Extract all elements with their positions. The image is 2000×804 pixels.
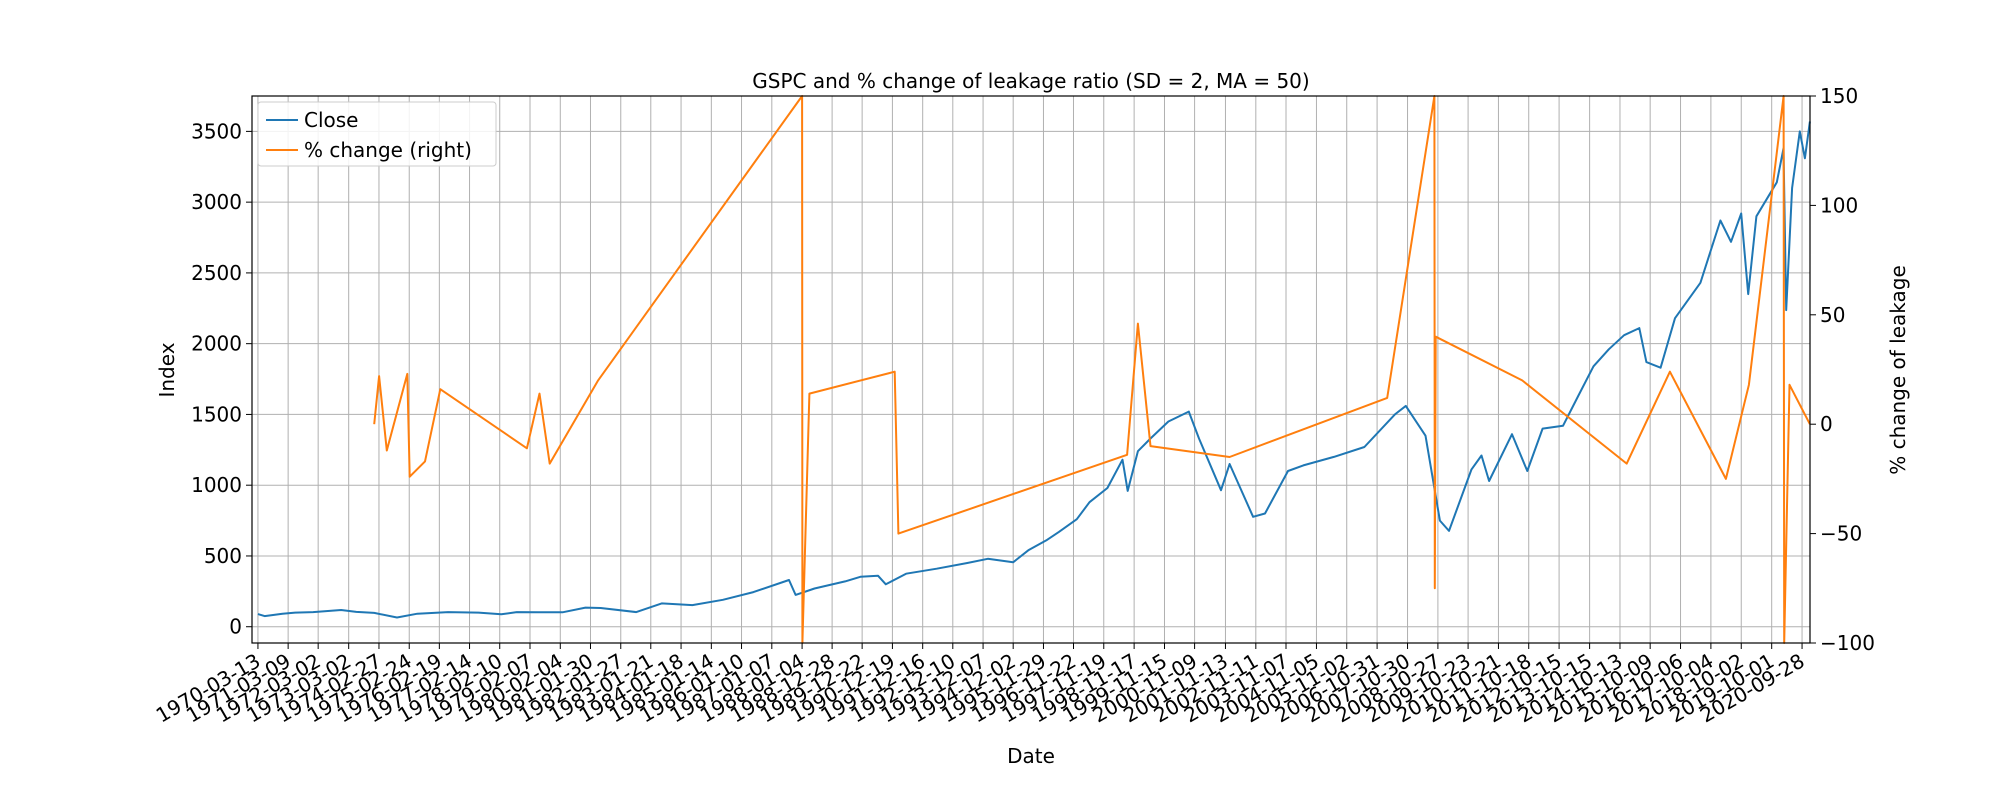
legend-box [257, 101, 497, 167]
chart-title: GSPC and % change of leakage ratio (SD =… [752, 69, 1309, 93]
y-tick-label-left: 1000 [191, 473, 242, 497]
grid-layer [252, 96, 1810, 643]
legend-label-close: Close [304, 108, 358, 132]
y-tick-label-right: 150 [1820, 84, 1858, 108]
legend-label-pct-change: % change (right) [304, 138, 472, 162]
y-tick-label-left: 3000 [191, 190, 242, 214]
y-tick-label-left: 1500 [191, 402, 242, 426]
y-tick-label-left: 500 [204, 544, 242, 568]
y-tick-label-right: −100 [1820, 631, 1875, 655]
y-tick-label-right: 0 [1820, 412, 1833, 436]
y-tick-label-right: −50 [1820, 522, 1862, 546]
y-tick-label-left: 2000 [191, 332, 242, 356]
axis-layer: 1970-03-131971-03-091972-03-021973-03-02… [152, 84, 1875, 727]
y-tick-label-left: 0 [229, 615, 242, 639]
series-layer [257, 95, 1811, 644]
series-line-close [257, 121, 1811, 619]
y-tick-label-left: 2500 [191, 261, 242, 285]
y-tick-label-right: 100 [1820, 193, 1858, 217]
x-axis-label: Date [1007, 744, 1055, 768]
y-axis-label-left: Index [155, 342, 179, 397]
series-line-pct-change [373, 95, 1811, 644]
legend: Close % change (right) [257, 101, 497, 167]
y-axis-label-right: % change of leakage [1886, 265, 1910, 475]
plot-frame [251, 95, 1811, 644]
y-tick-label-left: 3500 [191, 119, 242, 143]
y-tick-label-right: 50 [1820, 303, 1845, 327]
